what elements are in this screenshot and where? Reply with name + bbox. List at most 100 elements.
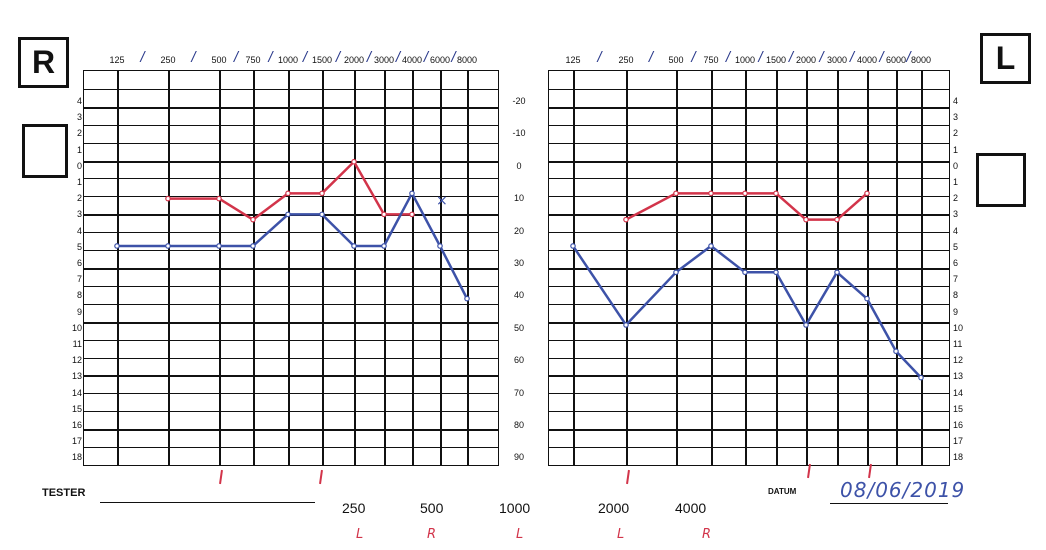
separator-slash-icon: / [879, 49, 884, 66]
hand-tick-mark-icon [626, 469, 630, 485]
grid-horizontal-line [84, 393, 498, 395]
level-label-right: 7 [953, 274, 959, 285]
level-label-right: 0 [953, 160, 959, 171]
frequency-label-right: 125 [109, 55, 125, 65]
db-label: 20 [513, 225, 524, 236]
db-label: 30 [513, 258, 524, 268]
summary-side-marker: L [617, 527, 625, 542]
level-label-left: 4 [76, 225, 82, 236]
level-label-right: 13 [953, 371, 964, 382]
level-label-right: 4 [953, 96, 959, 106]
level-label-left: 14 [71, 387, 82, 398]
grid-horizontal-line [84, 447, 498, 449]
level-label-left: 4 [76, 96, 82, 106]
level-label-right: 1 [953, 144, 959, 155]
summary-frequency: 1000 [499, 500, 531, 516]
frequency-label-left: 250 [618, 55, 634, 65]
db-label: -10 [512, 128, 526, 139]
grid-horizontal-line [84, 232, 498, 234]
grid-horizontal-line [84, 411, 498, 413]
right-ear-grid [83, 70, 499, 466]
level-label-left: 11 [72, 339, 82, 349]
frequency-label-right: 2000 [343, 55, 365, 65]
level-label-left: 10 [71, 322, 82, 333]
level-label-left: 6 [76, 258, 82, 268]
level-label-right: 1 [953, 177, 959, 187]
grid-horizontal-line [549, 303, 949, 305]
grid-horizontal-line [549, 411, 949, 413]
frequency-label-right: 1500 [311, 55, 333, 65]
separator-slash-icon: / [597, 49, 602, 66]
level-label-left: 9 [76, 306, 82, 317]
date-line [830, 503, 948, 504]
db-label: 0 [516, 160, 522, 171]
right-ear-label-box: R [18, 37, 69, 88]
separator-slash-icon: / [335, 49, 341, 66]
grid-horizontal-line [84, 321, 498, 324]
separator-slash-icon: / [423, 49, 429, 66]
grid-horizontal-line [549, 375, 949, 378]
separator-slash-icon: / [725, 49, 731, 66]
grid-horizontal-line [84, 106, 498, 109]
summary-frequency: 4000 [675, 500, 707, 516]
right-ear-empty-box[interactable] [22, 124, 68, 178]
level-label-left: 2 [76, 128, 82, 139]
frequency-label-right: 750 [245, 55, 261, 65]
level-label-left: 5 [76, 241, 82, 252]
level-label-right: 18 [953, 452, 964, 463]
db-label: 70 [513, 387, 524, 398]
level-label-right: 15 [953, 403, 964, 414]
hand-tick-mark-icon [807, 463, 811, 479]
level-label-right: 17 [953, 436, 964, 447]
separator-slash-icon: / [233, 49, 239, 66]
grid-horizontal-line [549, 88, 949, 90]
level-label-left: 17 [71, 436, 82, 447]
db-label: 60 [513, 355, 524, 366]
grid-horizontal-line [84, 88, 498, 90]
separator-slash-icon: / [191, 49, 196, 66]
db-label: 40 [513, 290, 524, 301]
hand-tick-mark-icon [319, 469, 323, 485]
separator-slash-icon: / [691, 49, 696, 66]
level-label-right: 6 [953, 258, 959, 268]
separator-slash-icon: / [788, 49, 794, 66]
level-label-left: 18 [71, 452, 82, 463]
frequency-label-left: 3000 [826, 55, 848, 65]
separator-slash-icon: / [268, 49, 273, 66]
grid-horizontal-line [549, 393, 949, 395]
grid-horizontal-line [549, 285, 949, 287]
frequency-label-left: 750 [703, 55, 719, 65]
grid-horizontal-line [84, 124, 498, 126]
level-label-right: 12 [953, 355, 964, 366]
frequency-label-right: 1000 [277, 55, 299, 65]
tester-line[interactable] [100, 502, 315, 503]
frequency-label-right: 500 [211, 55, 227, 65]
frequency-label-left: 125 [565, 55, 581, 65]
summary-side-marker: L [516, 527, 524, 542]
grid-horizontal-line [549, 232, 949, 234]
separator-slash-icon: / [366, 49, 372, 66]
db-label: 90 [513, 452, 524, 463]
grid-horizontal-line [84, 142, 498, 144]
frequency-label-left: 500 [668, 55, 684, 65]
summary-side-marker: R [427, 527, 437, 542]
left-ear-empty-box[interactable] [976, 153, 1026, 207]
date-value[interactable]: 08/06/2019 [840, 478, 966, 502]
grid-horizontal-line [549, 124, 949, 126]
frequency-label-left: 1000 [734, 55, 756, 65]
grid-horizontal-line [549, 178, 949, 180]
level-label-left: 8 [76, 290, 82, 301]
grid-horizontal-line [549, 196, 949, 198]
grid-horizontal-line [84, 178, 498, 180]
level-label-left: 7 [76, 274, 82, 285]
separator-slash-icon: / [906, 49, 911, 66]
frequency-label-right: 8000 [456, 55, 478, 65]
separator-slash-icon: / [648, 49, 654, 66]
level-label-left: 1 [76, 144, 82, 155]
level-label-left: 16 [71, 420, 82, 430]
hand-tick-mark-icon [868, 463, 872, 479]
grid-horizontal-line [549, 268, 949, 270]
grid-horizontal-line [84, 429, 498, 432]
frequency-label-left: 1500 [765, 55, 787, 65]
left-ear-grid [548, 70, 950, 466]
